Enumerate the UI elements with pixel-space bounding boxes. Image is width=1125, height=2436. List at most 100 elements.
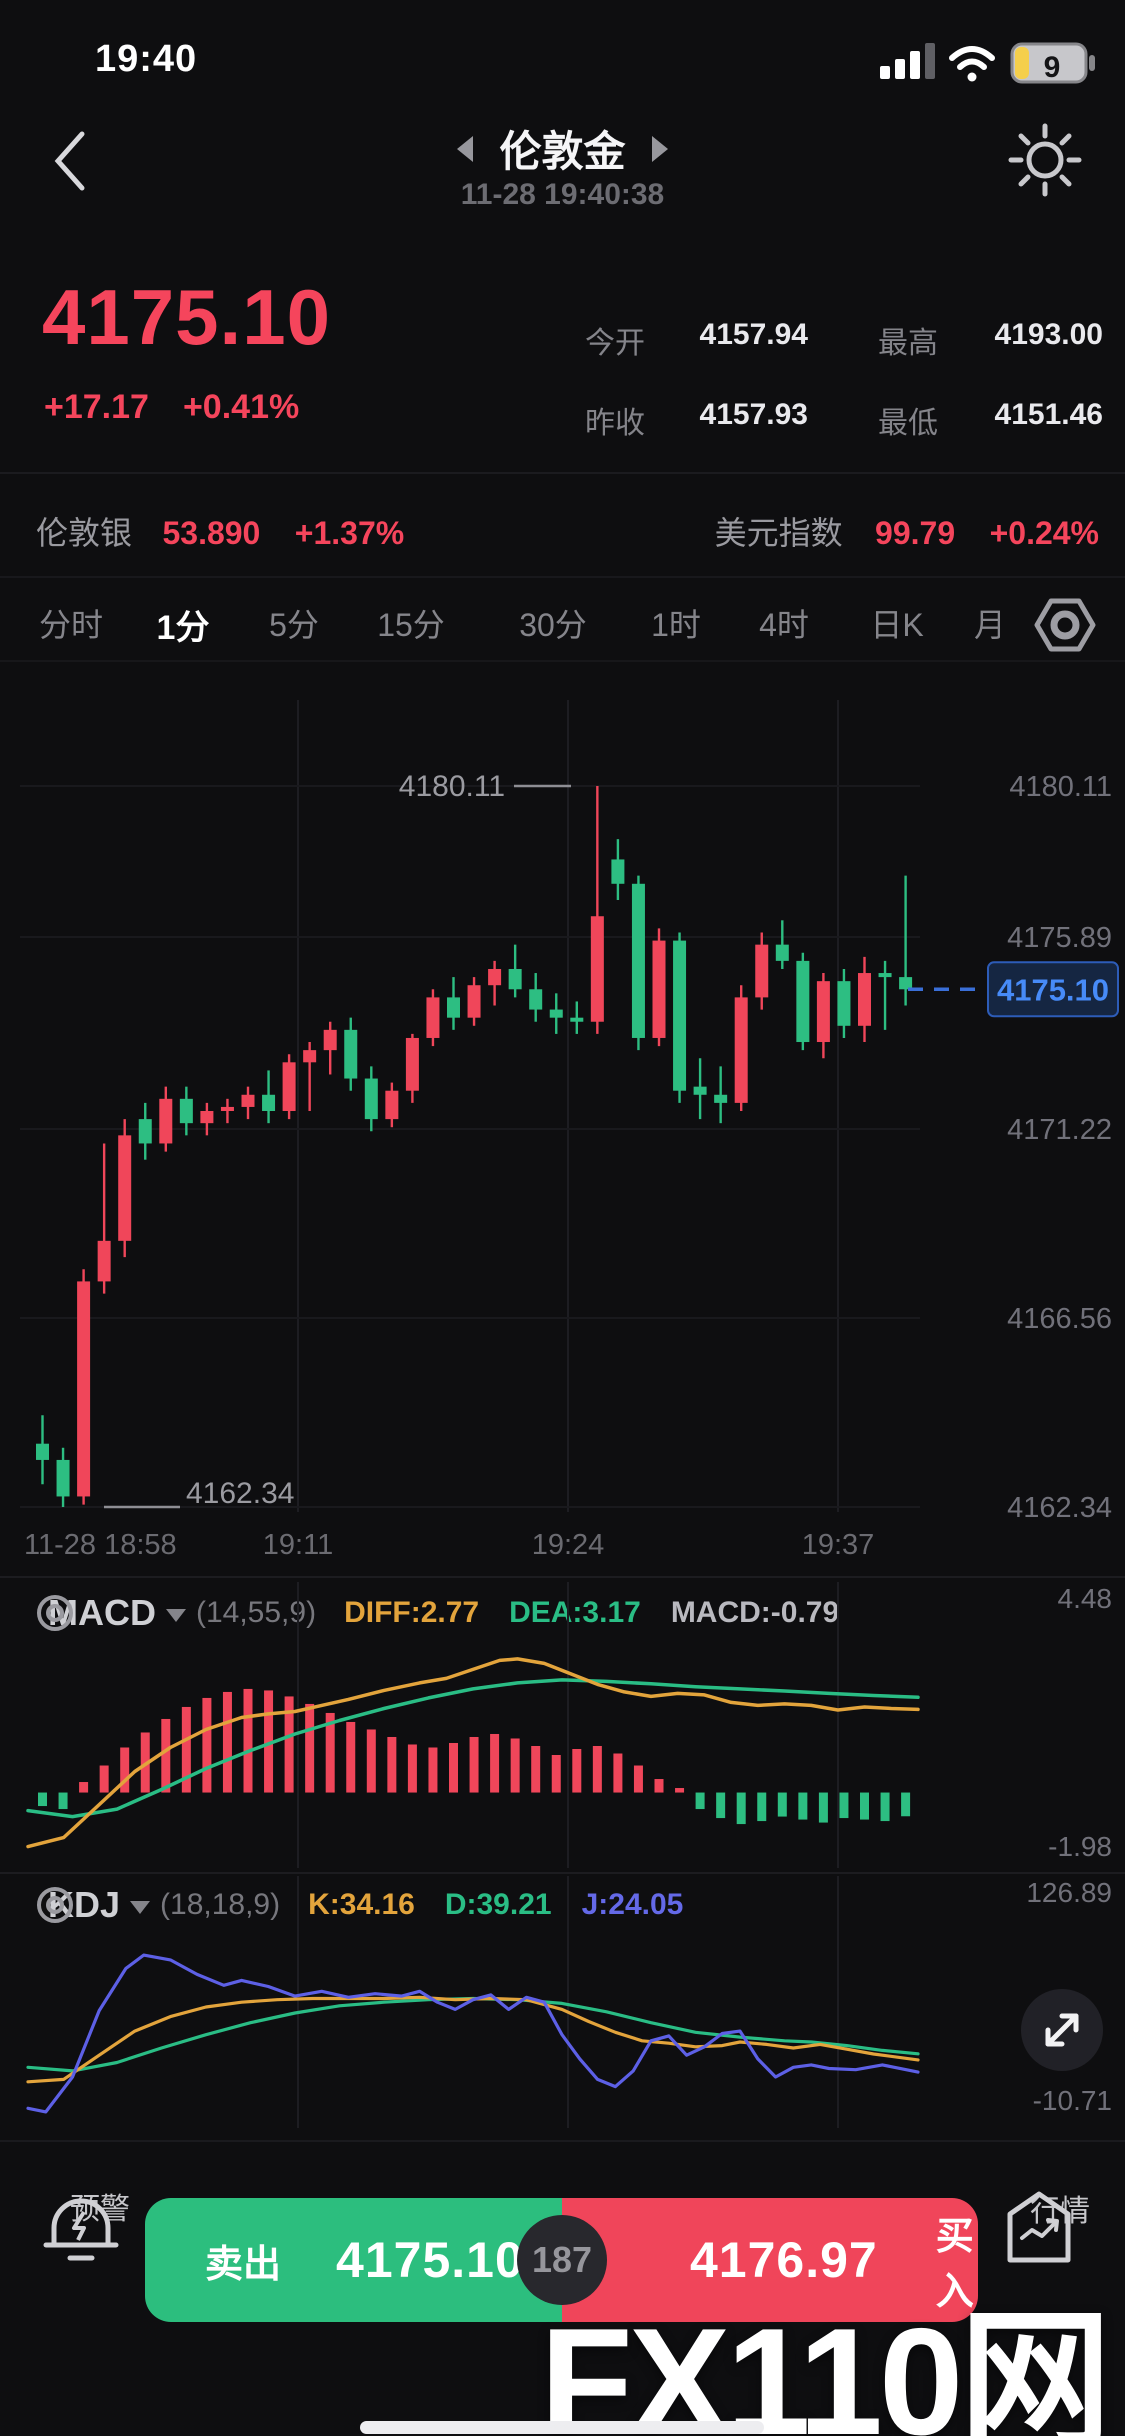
stat-value: 4151.46 [994, 398, 1103, 431]
home-indicator[interactable] [360, 2421, 764, 2434]
prev-symbol-icon[interactable] [457, 135, 474, 162]
macd-histogram-bar [757, 1792, 767, 1822]
alert-button[interactable]: 预警 [40, 2182, 160, 2261]
related-name: 伦敦银 [36, 515, 133, 551]
divider [0, 660, 1125, 662]
divider [0, 1872, 1125, 1874]
candle [611, 859, 625, 884]
candle [508, 968, 522, 990]
tab-30分[interactable]: 30分 [519, 607, 587, 643]
tab-1分[interactable]: 1分 [156, 609, 210, 647]
macd-histogram-bar [161, 1718, 171, 1793]
divider [0, 2140, 1125, 2142]
macd-histogram-bar [860, 1792, 869, 1820]
kdj-axis-min: -10.71 [1033, 2085, 1112, 2116]
change-value: +17.17 [44, 388, 149, 426]
macd-histogram-bar [99, 1765, 109, 1793]
macd-histogram-bar [551, 1755, 561, 1793]
status-time: 19:40 [95, 38, 198, 80]
kdj-chart[interactable]: 126.89 -10.71 [0, 1872, 1125, 2138]
macd-histogram-bar [305, 1703, 315, 1793]
battery-icon: 9 [1010, 42, 1095, 84]
kdj-j-value: J:24.05 [581, 1888, 684, 1921]
macd-histogram-bar [798, 1792, 808, 1820]
tab-5分[interactable]: 5分 [269, 607, 319, 643]
market-button[interactable]: 行情 [1000, 2186, 1120, 2263]
back-button[interactable] [48, 128, 94, 194]
tab-月[interactable]: 月 [973, 607, 1000, 643]
last-price: 4175.10 [42, 273, 331, 361]
related-price: 53.890 [162, 515, 261, 551]
divider [0, 472, 1125, 474]
macd-histogram-bar [202, 1697, 212, 1793]
candle [775, 944, 789, 961]
alarm-bell-icon [43, 2198, 119, 2261]
battery-percent: 9 [1044, 51, 1061, 84]
sell-button[interactable]: 卖出 4175.10 [145, 2198, 562, 2322]
candle [323, 1029, 337, 1051]
macd-chart[interactable]: 4.48 -1.98 [0, 1580, 1125, 1872]
macd-histogram-bar [901, 1792, 911, 1817]
candle [77, 1281, 91, 1497]
macd-histogram-bar [654, 1779, 664, 1793]
candle [303, 1050, 317, 1063]
chart-settings-icon[interactable] [1034, 596, 1096, 654]
macd-histogram-bar [839, 1792, 849, 1819]
macd-header[interactable]: MACD (14,55,9) DIFF:2.77 DEA:3.17 MACD:-… [34, 1588, 869, 1638]
y-axis-label: 4175.89 [1007, 922, 1112, 954]
divider [0, 1576, 1125, 1578]
candle [220, 1106, 234, 1111]
brightness-icon[interactable] [1005, 120, 1085, 200]
related-price: 99.79 [875, 515, 956, 551]
tab-1时[interactable]: 1时 [651, 607, 701, 643]
spread-value: 187 [531, 2239, 593, 2280]
candle [179, 1098, 193, 1124]
symbol-switcher[interactable]: 伦敦金 [0, 118, 1125, 179]
stat-value: 4193.00 [994, 318, 1103, 351]
stat-value: 4157.93 [699, 398, 808, 431]
candle [796, 960, 810, 1043]
stat-label: 最低 [878, 407, 938, 440]
fullscreen-expand-icon[interactable] [1018, 1986, 1106, 2074]
x-axis-label: 11-28 18:58 [24, 1529, 177, 1561]
related-right[interactable]: 美元指数 99.79 +0.24% [715, 508, 1099, 554]
macd-histogram-bar [243, 1688, 253, 1793]
chevron-down-icon[interactable] [165, 1608, 186, 1622]
candle [816, 981, 830, 1043]
tab-4时[interactable]: 4时 [759, 607, 809, 643]
candle [241, 1094, 255, 1107]
buy-button[interactable]: 4176.97 买入 [562, 2198, 978, 2322]
candlestick-chart[interactable]: 4180.11 4175.89 4171.22 4166.56 4162.34 4180.… [0, 660, 1125, 1575]
tab-15分[interactable]: 15分 [377, 607, 445, 643]
macd-histogram-bar [181, 1706, 191, 1793]
related-left[interactable]: 伦敦银 53.890 +1.37% [36, 508, 404, 554]
macd-histogram-bar [880, 1792, 890, 1822]
high-annotation: 4180.11 [399, 770, 505, 803]
macd-histogram-bar [695, 1792, 705, 1810]
candle [447, 997, 460, 1018]
macd-histogram-bar [79, 1782, 89, 1793]
low-annotation: 4162.34 [186, 1477, 294, 1510]
tab-日K[interactable]: 日K [870, 607, 924, 643]
j-line [26, 1953, 920, 2114]
tab-分时[interactable]: 分时 [38, 607, 104, 643]
x-axis-label: 19:37 [802, 1529, 875, 1561]
macd-histogram-bar [675, 1788, 685, 1793]
kdj-header[interactable]: KDJ (18,18,9) K:34.16 D:39.21 J:24.05 [34, 1880, 713, 1930]
stat-value: 4157.94 [699, 318, 808, 351]
macd-histogram-bar [38, 1792, 47, 1807]
macd-histogram-bar [428, 1747, 438, 1793]
candle [364, 1078, 378, 1120]
candle [714, 1094, 728, 1103]
dea-line [26, 1678, 920, 1819]
candle [138, 1119, 152, 1144]
candle [693, 1086, 707, 1095]
period-tabs: 分时 1分 5分 15分 30分 1时 4时 日K 月 [0, 592, 1000, 658]
macd-histogram-bar [613, 1753, 623, 1793]
stat-label: 最高 [878, 327, 938, 360]
chevron-down-icon[interactable] [130, 1900, 151, 1914]
macd-histogram-bar [818, 1792, 828, 1823]
candle [858, 973, 871, 1026]
next-symbol-icon[interactable] [651, 135, 668, 162]
candle [590, 916, 604, 1022]
